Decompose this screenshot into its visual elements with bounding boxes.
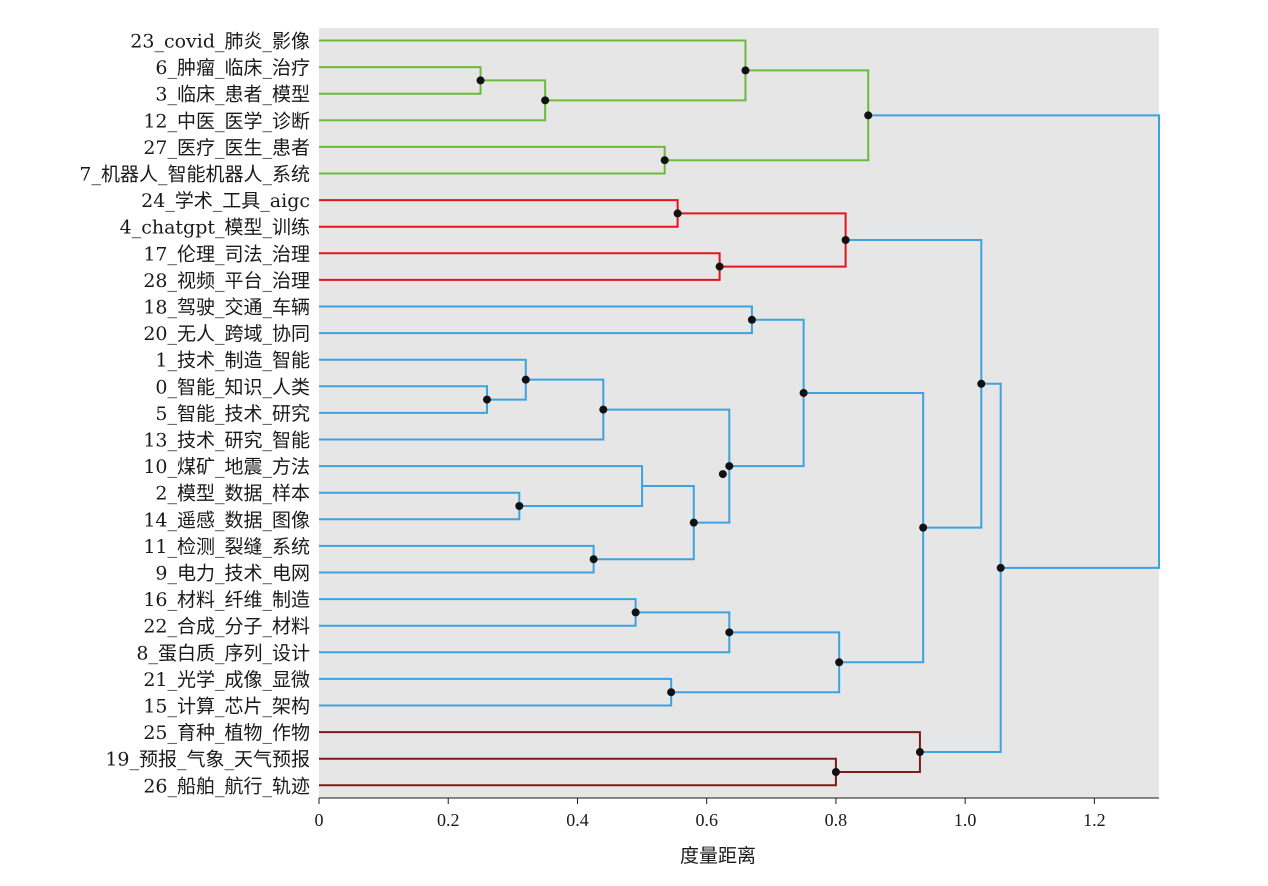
merge-node [673, 209, 682, 218]
x-axis-title: 度量距离 [680, 845, 756, 867]
leaf-label: 24_学术_工具_aigc [141, 190, 310, 212]
merge-node [919, 523, 928, 532]
merge-node [835, 658, 844, 667]
merge-node [915, 748, 924, 757]
leaf-label: 28_视频_平台_治理 [143, 270, 310, 292]
merge-node [996, 563, 1005, 572]
leaf-label: 27_医疗_医生_患者 [143, 137, 310, 159]
merge-node [741, 66, 750, 75]
x-tick-label: 1.0 [954, 810, 977, 830]
x-tick-label: 0.4 [566, 810, 589, 830]
leaf-label: 17_伦理_司法_治理 [143, 243, 310, 265]
merge-node [831, 768, 840, 776]
merge-node [841, 236, 850, 244]
leaf-label: 21_光学_成像_显微 [143, 669, 310, 691]
leaf-label: 2_模型_数据_样本 [155, 483, 310, 505]
merge-node [799, 388, 808, 397]
x-tick-label: 0.2 [437, 810, 460, 830]
leaf-labels: 23_covid_肺炎_影像 6_肿瘤_临床_治疗 3_临床_患者_模型 12_中医_… [79, 31, 310, 798]
x-tick-label: 1.2 [1083, 810, 1106, 830]
leaf-label: 25_育种_植物_作物 [143, 722, 310, 744]
leaf-label: 4_chatgpt_模型_训练 [120, 217, 310, 239]
leaf-label: 11_检测_裂缝_系统 [143, 536, 310, 558]
x-tick-label: 0.6 [695, 810, 718, 830]
merge-node [660, 156, 669, 165]
leaf-label: 5_智能_技术_研究 [155, 403, 310, 425]
leaf-label: 13_技术_研究_智能 [143, 430, 310, 452]
merge-node [631, 608, 640, 617]
merge-node [725, 462, 734, 471]
leaf-label: 0_智能_知识_人类 [155, 376, 310, 398]
leaf-label: 18_驾驶_交通_车辆 [143, 297, 310, 319]
leaf-label: 3_临床_患者_模型 [155, 84, 310, 106]
leaf-label: 20_无人_跨域_协同 [143, 323, 310, 345]
leaf-label: 9_电力_技术_电网 [155, 563, 310, 585]
leaf-label: 7_机器人_智能机器人_系统 [79, 164, 310, 186]
leaf-label: 26_船舶_航行_轨迹 [143, 775, 310, 797]
merge-node [521, 375, 530, 384]
leaf-label: 23_covid_肺炎_影像 [130, 31, 310, 53]
merge-node [515, 502, 524, 510]
x-tick-label: 0 [315, 810, 324, 830]
merge-node [715, 262, 724, 271]
dendrogram-link [868, 114, 1160, 569]
merge-node [667, 688, 676, 697]
merge-node [977, 379, 986, 388]
merge-node [599, 405, 608, 414]
merge-node [483, 395, 491, 404]
leaf-label: 14_遥感_数据_图像 [143, 509, 310, 531]
leaf-label: 8_蛋白质_序列_设计 [136, 642, 310, 664]
merge-node [589, 555, 598, 564]
merge-node [476, 76, 485, 85]
merge-node [864, 111, 873, 120]
leaf-label: 19_预报_气象_天气预报 [105, 749, 310, 771]
leaf-label: 12_中医_医学_诊断 [143, 110, 310, 132]
leaf-label: 22_合成_分子_材料 [143, 616, 310, 638]
merge-node [718, 470, 727, 479]
merge-nodes [476, 66, 1005, 776]
x-axis-ticks: 0 0.2 0.4 0.6 0.8 1.0 1.2 [315, 798, 1106, 830]
merge-node [747, 315, 756, 324]
merge-node [689, 518, 698, 527]
leaf-label: 1_技术_制造_智能 [155, 350, 310, 372]
leaf-label: 10_煤矿_地震_方法 [143, 456, 310, 478]
x-tick-label: 0.8 [825, 810, 848, 830]
leaf-label: 6_肿瘤_临床_治疗 [155, 57, 310, 79]
merge-node [725, 628, 734, 637]
leaf-label: 16_材料_纤维_制造 [143, 589, 310, 611]
merge-node [541, 96, 550, 105]
leaf-label: 15_计算_芯片_架构 [143, 696, 310, 718]
